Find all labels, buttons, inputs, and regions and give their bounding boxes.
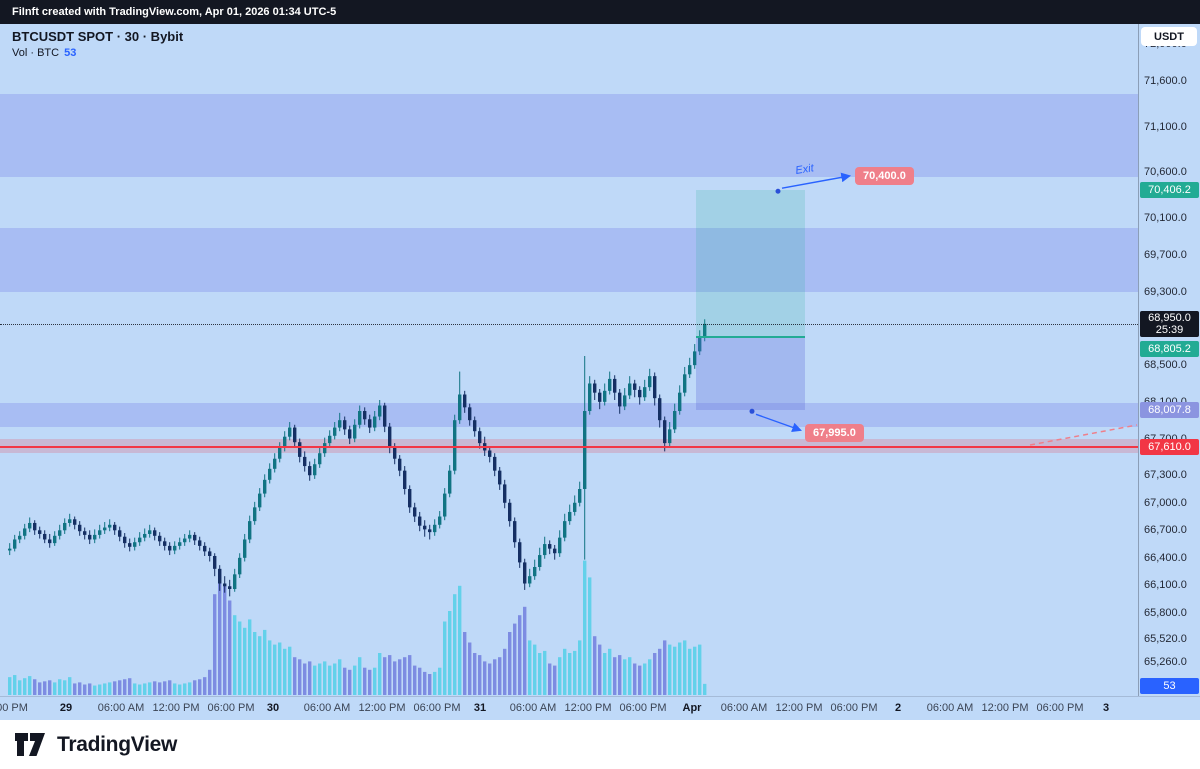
price-tick-label: 66,700.0 <box>1144 524 1187 537</box>
time-tick-label: 12:00 PM <box>775 702 823 714</box>
price-tick-label: 71,600.0 <box>1144 74 1187 87</box>
highlight-zone <box>0 227 1138 292</box>
price-axis-badge-purple: 68,007.8 <box>1140 402 1199 419</box>
currency-toggle-usdt[interactable]: USDT <box>1141 27 1197 46</box>
candlestick-volume-canvas <box>8 319 707 695</box>
time-tick-label: 06:00 AM <box>926 702 974 714</box>
price-tick-label: 65,520.0 <box>1144 632 1187 645</box>
time-tick-label: 06:00 AM <box>303 702 351 714</box>
time-tick-label: 30 <box>266 702 280 714</box>
volume-label: Vol · BTC <box>12 47 60 59</box>
brand-name: TradingView <box>57 732 178 756</box>
price-tick-label: 66,400.0 <box>1144 551 1187 564</box>
price-tick-label: 67,300.0 <box>1144 469 1187 482</box>
highlight-zone <box>0 94 1138 177</box>
exit-price-callout[interactable]: 70,400.0 <box>855 167 914 185</box>
price-axis-badge-green: 70,406.2 <box>1140 182 1199 199</box>
volume-info: Vol · BTC 53 <box>12 47 183 59</box>
time-tick-label: 12:00 PM <box>152 702 200 714</box>
highlight-zone <box>0 402 1138 427</box>
volume-value: 53 <box>64 47 77 59</box>
time-tick-label: 12:00 PM <box>564 702 612 714</box>
long-position-loss-zone[interactable] <box>696 337 805 411</box>
entry-price-line[interactable] <box>696 336 805 339</box>
time-tick-label: 3 <box>1102 702 1110 714</box>
time-tick-label: 2 <box>894 702 902 714</box>
time-tick-label: 12:00 PM <box>358 702 406 714</box>
time-tick-label: 06:00 PM <box>413 702 461 714</box>
price-tick-label: 66,100.0 <box>1144 579 1187 592</box>
footer: TradingView <box>0 720 1200 769</box>
price-axis-badge-green: 68,805.2 <box>1140 341 1199 358</box>
time-tick-label: 06:00 PM <box>830 702 878 714</box>
attribution-text: FiInft created with TradingView.com, Apr… <box>12 6 337 18</box>
price-tick-label: 69,700.0 <box>1144 249 1187 262</box>
symbol-info: BTCUSDT SPOT · 30 · Bybit Vol · BTC 53 <box>12 29 183 59</box>
long-position-profit-zone[interactable] <box>696 190 805 338</box>
price-tick-label: 65,260.0 <box>1144 656 1187 669</box>
time-axis[interactable]: 00 PM 29 06:00 AM 12:00 PM 06:00 PM 30 06:00 A… <box>0 696 1200 720</box>
stop-price-callout[interactable]: 67,995.0 <box>805 424 864 442</box>
price-axis[interactable]: USDT 72,000.071,600.071,100.070,600.070,… <box>1138 24 1200 696</box>
time-tick-label: 31 <box>473 702 487 714</box>
tradingview-logo-icon <box>15 732 45 756</box>
last-price-line <box>0 323 1138 325</box>
price-tick-label: 65,800.0 <box>1144 606 1187 619</box>
time-tick-label: 29 <box>59 702 73 714</box>
time-tick-label: 06:00 AM <box>720 702 768 714</box>
tradingview-logo[interactable]: TradingView <box>14 732 178 757</box>
price-tick-label: 70,100.0 <box>1144 212 1187 225</box>
price-tick-label: 67,000.0 <box>1144 496 1187 509</box>
price-axis-badge-blue: 53 <box>1140 678 1199 694</box>
time-tick-label: 06:00 PM <box>619 702 667 714</box>
price-axis-badge-dark: 68,950.0 25:39 <box>1140 310 1199 337</box>
price-tick-label: 69,300.0 <box>1144 285 1187 298</box>
time-tick-label: Apr <box>682 702 702 714</box>
time-tick-label: 06:00 AM <box>97 702 145 714</box>
time-tick-label: 12:00 PM <box>981 702 1029 714</box>
price-tick-label: 71,100.0 <box>1144 120 1187 133</box>
time-tick-label: 06:00 AM <box>509 702 557 714</box>
stop-level-line <box>0 445 1138 448</box>
price-tick-label: 70,600.0 <box>1144 166 1187 179</box>
chart-plot-area[interactable]: BTCUSDT SPOT · 30 · Bybit Vol · BTC 53 70… <box>0 24 1138 696</box>
symbol-title[interactable]: BTCUSDT SPOT · 30 · Bybit <box>12 29 184 44</box>
time-tick-label: 06:00 PM <box>207 702 255 714</box>
time-tick-label: 00 PM <box>0 702 28 714</box>
attribution-bar: FiInft created with TradingView.com, Apr… <box>0 0 1200 24</box>
price-axis-badge-red: 67,610.0 <box>1140 438 1199 455</box>
price-tick-label: 68,500.0 <box>1144 359 1187 372</box>
time-tick-label: 06:00 PM <box>1036 702 1084 714</box>
